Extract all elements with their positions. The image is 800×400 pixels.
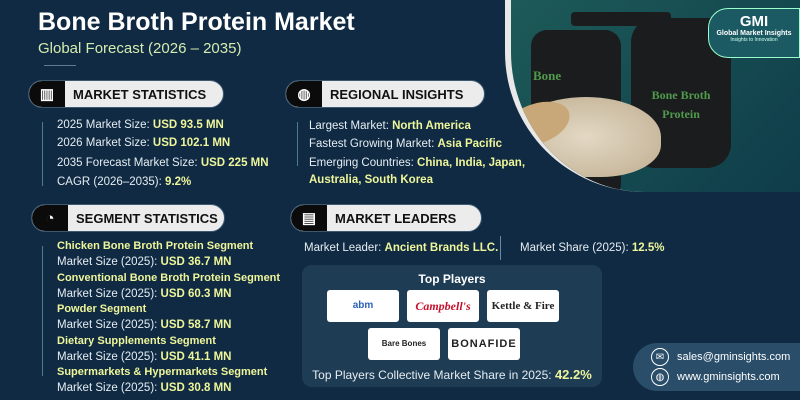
jar-label-line-1: Bone Broth [651,88,711,102]
segment-market-size: Market Size (2025): USD 41.1 MN [57,350,232,363]
player-logo-abm: abm [327,290,399,322]
timeline-bar [42,246,43,376]
gmi-logo: GMI Global Market Insights Insights to I… [708,8,800,58]
segment-market-size: Market Size (2025): USD 30.8 MN [57,382,232,394]
pie-chart-icon: ◔ [32,205,68,231]
collective-share: Top Players Collective Market Share in 2… [312,367,592,382]
segment-name: Chicken Bone Broth Protein Segment [57,240,254,252]
player-logo-bonafide: Bonafide [448,328,520,360]
back-jar-label: Bone [533,68,562,83]
mail-icon: ✉ [651,348,669,366]
largest-market: Largest Market: North America [309,120,471,132]
stat-2026-market-size: 2026 Market Size: USD 102.1 MN [57,137,231,149]
jar-label-line-2: Protein [662,107,700,121]
top-players-title: Top Players [418,272,486,286]
market-leader: Market Leader: Ancient Brands LLC. [304,242,499,254]
globe-icon: ◍ [651,368,669,386]
emerging-countries: Emerging Countries: China, India, Japan, [309,157,526,169]
market-leaders-header: ▤ MARKET LEADERS [290,204,482,232]
leaderboard-icon: ▤ [291,205,327,231]
timeline-bar [297,122,298,166]
player-logo-campbells: Campbell's [407,290,479,322]
segment-market-size: Market Size (2025): USD 36.7 MN [57,256,232,268]
segment-name: Supermarkets & Hypermarkets Segment [57,366,268,378]
contact-website[interactable]: ◍ www.gminsights.com [651,368,780,386]
player-logo-bare-bones: Bare Bones [368,328,440,360]
page-subtitle: Global Forecast (2026 – 2035) [38,40,242,57]
segment-market-size: Market Size (2025): USD 60.3 MN [57,287,232,300]
globe-icon: ◍ [286,81,322,107]
page-title: Bone Broth Protein Market [38,8,355,36]
regional-insights-header: ◍ REGIONAL INSIGHTS [285,80,485,108]
stat-2025-market-size: 2025 Market Size: USD 93.5 MN [57,119,224,131]
contact-email[interactable]: ✉ sales@gminsights.com [651,348,790,366]
divider [44,65,76,66]
market-share: Market Share (2025): 12.5% [520,242,665,254]
fastest-growing-market: Fastest Growing Market: Asia Pacific [309,138,503,150]
divider [500,236,501,260]
top-players-panel: Top Players abm Campbell's Kettle & Fire… [302,265,602,387]
stat-cagr: CAGR (2026–2035): 9.2% [57,176,192,188]
segment-name: Dietary Supplements Segment [57,334,216,347]
segment-statistics-header: ◔ SEGMENT STATISTICS [31,204,225,232]
timeline-bar [42,122,43,186]
market-statistics-header: ▥ MARKET STATISTICS [28,80,224,108]
segment-name: Conventional Bone Broth Protein Segment [57,271,281,284]
chart-globe-icon: ▥ [29,81,65,107]
contact-panel: ✉ sales@gminsights.com ◍ www.gminsights.co… [633,343,800,391]
player-logo-kettle-fire: Kettle & Fire [487,290,559,322]
emerging-countries-cont: Australia, South Korea [309,174,433,186]
segment-market-size: Market Size (2025): USD 58.7 MN [57,319,232,331]
segment-name: Powder Segment [57,303,147,315]
stat-2035-forecast: 2035 Forecast Market Size: USD 225 MN [57,157,269,169]
